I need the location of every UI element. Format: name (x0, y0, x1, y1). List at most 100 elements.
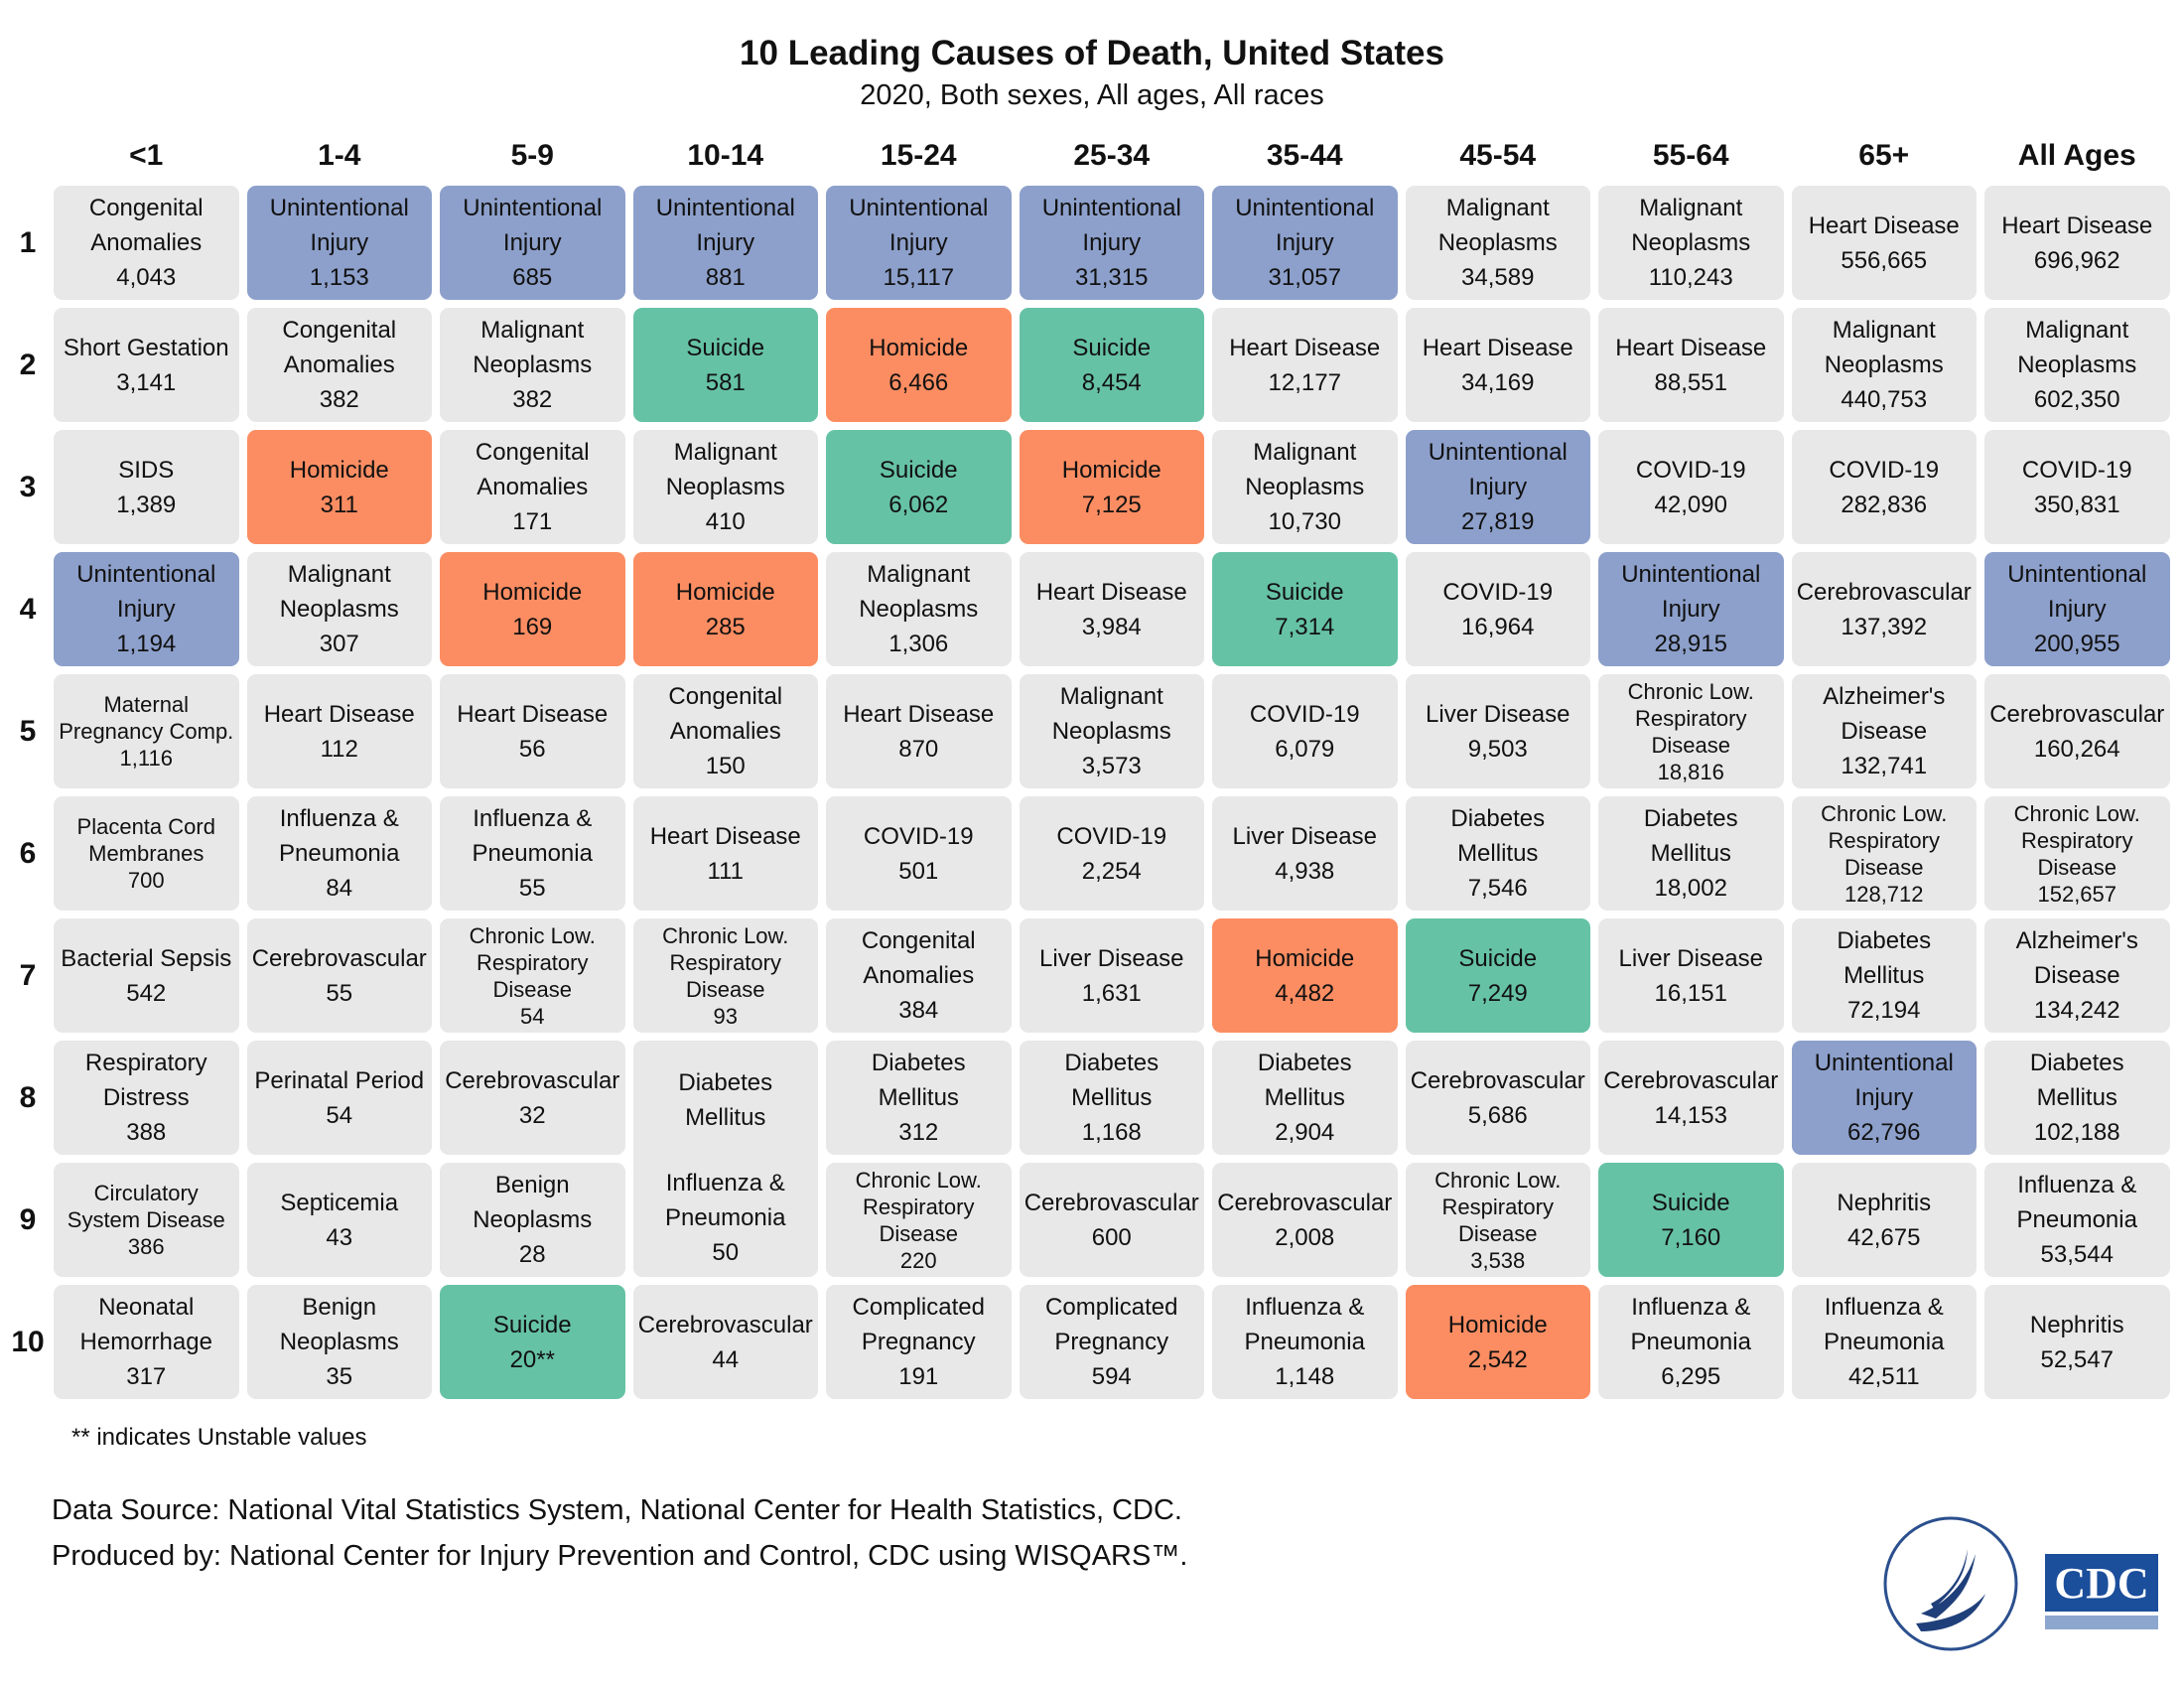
count: 602,350 (2033, 386, 2120, 413)
cell: Suicide 7,314 (1212, 552, 1398, 666)
cell: Suicide 8,454 (1019, 308, 1204, 422)
count: 10,730 (1268, 508, 1341, 535)
cause: Unintentional Injury (655, 195, 795, 256)
cell: Influenza & Pneumonia 1,148 (1212, 1285, 1398, 1399)
cell: Placenta Cord Membranes 700 (54, 796, 239, 911)
count: 440,753 (1841, 386, 1928, 413)
count: 3,141 (116, 368, 177, 396)
count: 128,712 (1843, 881, 1924, 907)
subtitle: 2020, Both sexes, All ages, All races (860, 79, 1324, 111)
cell: Heart Disease 12,177 (1212, 308, 1398, 422)
count: 137,392 (1841, 613, 1928, 640)
rank-label: 4 (19, 592, 37, 626)
title: 10 Leading Causes of Death, United State… (740, 34, 1444, 72)
count: 7,314 (1275, 613, 1335, 640)
cell: Septicemia 43 (246, 1163, 432, 1277)
count: 317 (126, 1363, 167, 1390)
cell: Congenital Anomalies 171 (440, 430, 625, 544)
count: 93 (713, 1003, 738, 1029)
cell: Unintentional Injury 31,315 (1019, 186, 1204, 300)
cell: Cerebrovascular 5,686 (1405, 1041, 1590, 1155)
cause: Alzheimer's Disease (1823, 683, 1946, 745)
cell: Influenza & Pneumonia 84 (246, 796, 432, 911)
count: 388 (126, 1119, 167, 1146)
column-header: 1-4 (318, 139, 361, 172)
cause: Circulatory System Disease (67, 1181, 225, 1232)
cause: Homicide (675, 578, 775, 606)
cell: Congenital Anomalies 382 (246, 308, 432, 422)
cause: Suicide (1265, 578, 1344, 606)
cell: SIDS 1,389 (54, 430, 239, 544)
cause: Maternal Pregnancy Comp. (59, 692, 234, 744)
cause: Cerebrovascular (1603, 1066, 1779, 1094)
cell: Nephritis 52,547 (1984, 1285, 2170, 1399)
cause: Diabetes Mellitus (1837, 927, 1932, 989)
column-header: 5-9 (510, 139, 554, 172)
rank-label: 9 (19, 1202, 37, 1236)
count: 169 (512, 613, 553, 640)
cause: Influenza & Pneumonia (472, 805, 593, 867)
cell: COVID-19 282,836 (1791, 430, 1977, 544)
cause: Congenital Anomalies (668, 683, 783, 745)
cell: Heart Disease 3,984 (1019, 552, 1204, 666)
cause: Chronic Low. Respiratory Disease (1821, 800, 1948, 880)
count: 696,962 (2033, 246, 2120, 274)
cause: Unintentional Injury (849, 195, 989, 256)
count: 9,503 (1467, 735, 1528, 763)
cause: Chronic Low. Respiratory Disease (469, 922, 596, 1002)
cause: Unintentional Injury (1235, 195, 1375, 256)
count: 53,544 (2040, 1241, 2114, 1268)
cell: Unintentional Injury 1,153 (246, 186, 432, 300)
count: 386 (127, 1234, 165, 1259)
count: 42,675 (1847, 1223, 1921, 1251)
count: 111 (707, 857, 744, 885)
count: 12,177 (1268, 368, 1341, 396)
count: 200,955 (2033, 631, 2120, 657)
rank-label: 2 (19, 348, 37, 381)
column-header: 45-54 (1459, 139, 1537, 172)
count: 881 (705, 264, 746, 291)
cdc-logo-strip (2045, 1616, 2158, 1629)
cause: Malignant Neoplasms (1245, 439, 1365, 500)
rank-label: 3 (19, 470, 37, 503)
count: 7,249 (1467, 979, 1528, 1007)
cause: Diabetes Mellitus (1064, 1050, 1160, 1111)
cell: Chronic Low. Respiratory Disease 3,538 (1405, 1163, 1590, 1277)
cause: COVID-19 (2021, 456, 2132, 484)
cell: Maternal Pregnancy Comp. 1,116 (54, 674, 239, 788)
cause: Influenza & Pneumonia (1630, 1294, 1751, 1355)
count: 594 (1091, 1363, 1132, 1390)
count: 56 (518, 735, 546, 763)
cause: Nephritis (2029, 1311, 2124, 1338)
cause: Malignant Neoplasms (279, 561, 399, 623)
cell: Suicide 6,062 (826, 430, 1012, 544)
cause: Influenza & Pneumonia (665, 1170, 786, 1231)
cause: Liver Disease (1039, 944, 1184, 972)
logos: CDC (1883, 1516, 2158, 1651)
cell: Diabetes Mellitus 72,194 (1791, 918, 1977, 1033)
cell: COVID-19 6,079 (1212, 674, 1398, 788)
cell: COVID-19 42,090 (1598, 430, 1784, 544)
cell: Malignant Neoplasms 1,306 (826, 552, 1012, 666)
count: 6,079 (1275, 735, 1335, 763)
cell: Homicide 169 (440, 552, 625, 666)
cell: Diabetes Mellitus 312 (826, 1041, 1012, 1155)
rank-label: 8 (19, 1080, 37, 1114)
cause: Heart Disease (843, 700, 995, 728)
count: 685 (512, 264, 553, 291)
cell: Circulatory System Disease 386 (54, 1163, 239, 1277)
cause: Malignant Neoplasms (473, 317, 593, 378)
cause: Liver Disease (1232, 822, 1377, 850)
column-header: <1 (129, 139, 164, 172)
count: 88,551 (1654, 368, 1727, 396)
cell: COVID-19 501 (826, 796, 1012, 911)
cause: Short Gestation (63, 334, 229, 361)
cause: Complicated Pregnancy (852, 1294, 985, 1355)
count: 3,538 (1470, 1247, 1526, 1273)
cause: Heart Disease (1035, 578, 1187, 606)
cause: Malignant Neoplasms (665, 439, 785, 500)
cell: Chronic Low. Respiratory Disease 18,816 (1598, 674, 1784, 788)
count: 31,057 (1268, 264, 1341, 291)
cell: Cerebrovascular 14,153 (1598, 1041, 1784, 1155)
count: 152,657 (2037, 881, 2117, 907)
